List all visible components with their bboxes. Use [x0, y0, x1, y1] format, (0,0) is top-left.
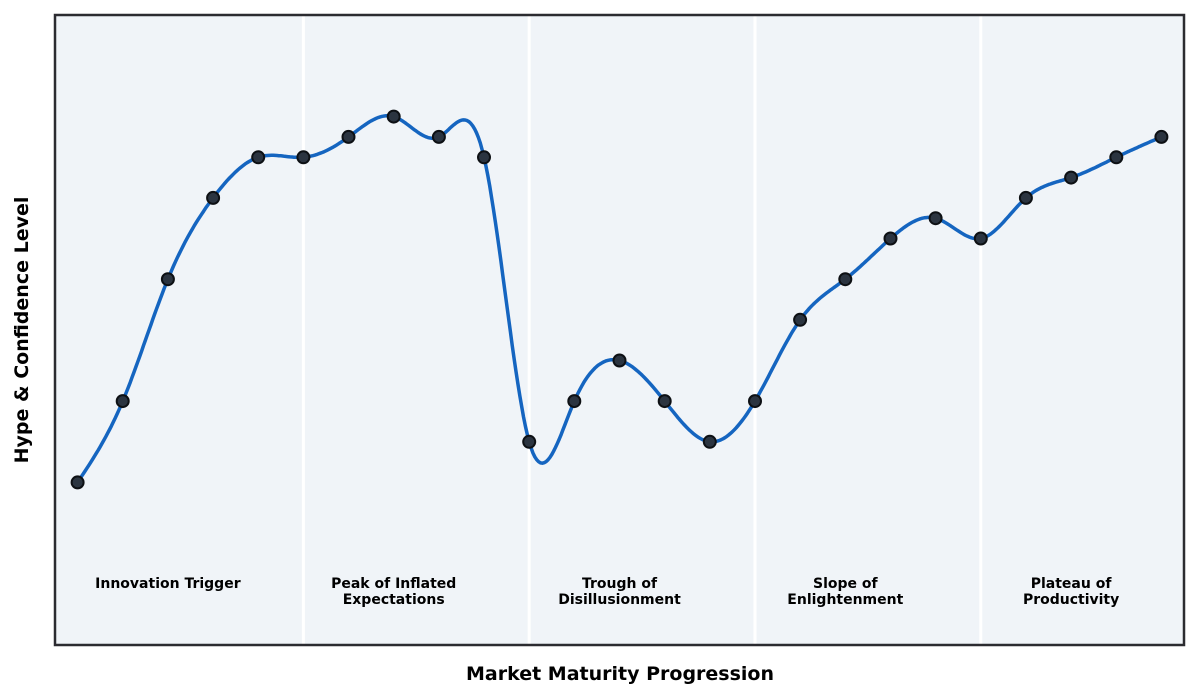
phase-label-slope-of-enlightenment: Slope of Enlightenment	[787, 576, 904, 608]
data-point-marker	[838, 272, 853, 287]
data-point-marker	[160, 272, 175, 287]
data-point-marker	[522, 434, 537, 449]
data-point-marker	[431, 129, 446, 144]
data-point-marker	[115, 394, 130, 409]
data-point-marker	[1018, 190, 1033, 205]
data-point-marker	[567, 394, 582, 409]
data-point-marker	[1109, 150, 1124, 165]
data-point-marker	[1154, 129, 1169, 144]
data-point-marker	[386, 109, 401, 124]
plot-background	[55, 15, 1184, 645]
data-point-marker	[612, 353, 627, 368]
phase-label-plateau-of-productivity: Plateau of Productivity	[1022, 576, 1120, 608]
data-point-marker	[296, 150, 311, 165]
data-point-marker	[883, 231, 898, 246]
data-point-marker	[477, 150, 491, 165]
data-point-marker	[657, 394, 672, 409]
y-axis-label: Hype & Confidence Level	[11, 196, 33, 464]
data-point-marker	[251, 150, 266, 165]
plot-frame	[53, 13, 1186, 647]
phase-label-innovation-trigger: Innovation Trigger	[95, 576, 241, 592]
data-point-marker	[70, 475, 85, 490]
data-point-marker	[928, 211, 943, 226]
phase-label-peak-of-inflated-expectations: Peak of Inflated Expectations	[331, 576, 457, 608]
data-point-marker	[1064, 170, 1079, 185]
data-point-marker	[973, 231, 988, 246]
data-point-marker	[341, 129, 356, 144]
x-axis-label: Market Maturity Progression	[465, 663, 775, 685]
phase-label-trough-of-disillusionment: Trough of Disillusionment	[558, 576, 681, 608]
data-point-marker	[702, 434, 717, 449]
data-point-marker	[206, 190, 221, 205]
data-point-marker	[793, 312, 808, 327]
data-point-marker	[748, 394, 762, 409]
